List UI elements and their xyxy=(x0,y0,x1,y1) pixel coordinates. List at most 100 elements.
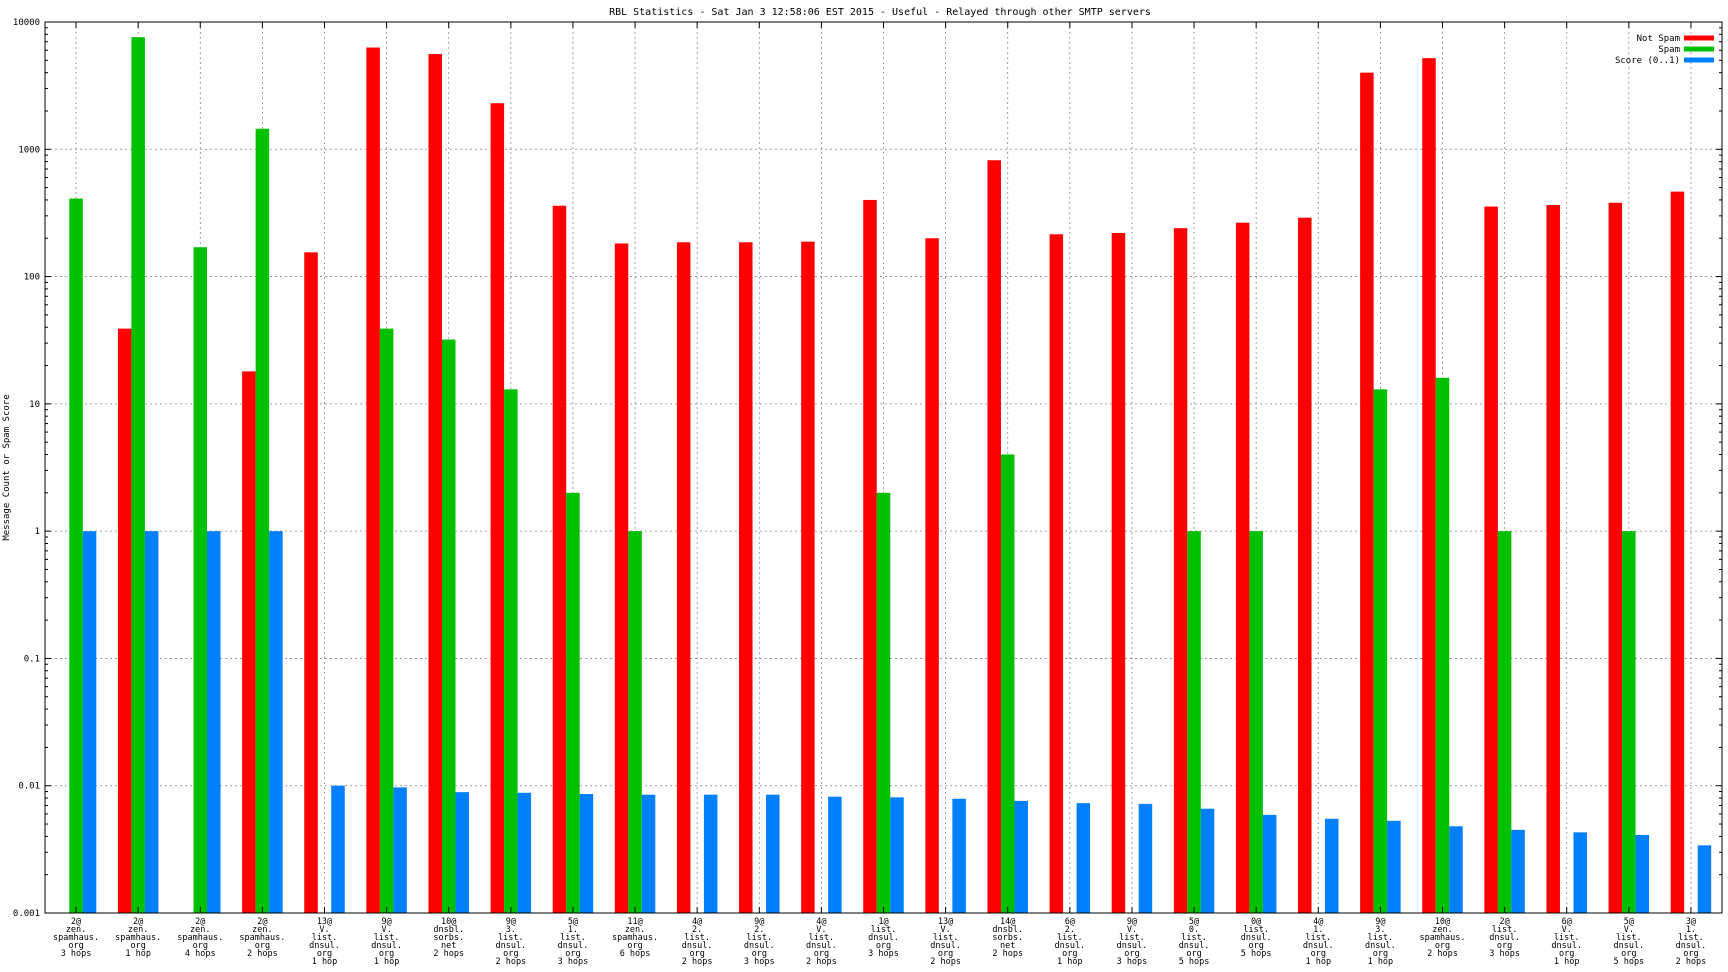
bar-score-0-1 xyxy=(579,794,594,913)
bar-score-0-1 xyxy=(1200,808,1215,913)
x-category-label-line: 1 hop xyxy=(1305,957,1331,967)
x-category-label: 4@ V. list. dnsul. org 2 hops xyxy=(806,917,837,967)
x-category-label-line: net xyxy=(1000,941,1015,951)
x-category-label-line: org xyxy=(193,941,208,951)
x-category-label-line: 5 hops xyxy=(1179,957,1210,967)
bar-spam xyxy=(1435,377,1450,913)
x-category-label-line: 3@ xyxy=(1686,917,1696,927)
bar-spam xyxy=(876,492,891,913)
bar-not-spam xyxy=(1422,58,1436,913)
x-category-label-line: 2 hops xyxy=(992,949,1023,959)
bar-not-spam xyxy=(366,47,380,914)
bar-spam xyxy=(566,492,580,913)
x-category-label-line: dnsul. xyxy=(1489,933,1520,943)
bar-spam xyxy=(131,37,145,914)
bar-spam xyxy=(504,389,518,914)
x-category-label-line: zen. xyxy=(66,925,86,935)
x-category-label-line: 3 hops xyxy=(558,957,589,967)
x-category-label-line: org xyxy=(876,941,891,951)
y-tick-label: 10 xyxy=(29,400,40,410)
x-category-label-line: 2@ xyxy=(1499,917,1509,927)
bar-not-spam xyxy=(987,160,1001,913)
x-category-label-line: 10@ xyxy=(1435,917,1450,927)
bar-not-spam xyxy=(739,242,753,913)
x-category-label-line: org xyxy=(689,949,704,959)
y-tick-label: 1000 xyxy=(18,145,40,155)
x-category-label-line: org xyxy=(1559,949,1574,959)
x-category-label-line: list. xyxy=(374,933,400,943)
x-category-label: 2@ zen. spamhaus. org 4 hops xyxy=(177,917,223,959)
x-category-label-line: list. xyxy=(1181,933,1207,943)
bar-not-spam xyxy=(1173,228,1188,913)
x-category-label-line: 6@ xyxy=(1562,917,1572,927)
x-category-label: 6@ 2. list. dnsul. org 1 hop xyxy=(1054,917,1085,967)
bar-not-spam xyxy=(490,103,505,914)
x-category-label-line: 4@ xyxy=(1313,917,1323,927)
x-category-label-line: 2 hops xyxy=(1427,949,1458,959)
x-category-label-line: 9@ xyxy=(381,917,391,927)
x-category-label-line: 3 hops xyxy=(744,957,775,967)
x-category-label-line: list. xyxy=(684,933,710,943)
x-category-label-line: 1 hop xyxy=(374,957,400,967)
x-category-label-line: org xyxy=(1124,949,1139,959)
bar-score-0-1 xyxy=(1635,835,1650,913)
x-category-label: 4@ 2. list. dnsul. org 2 hops xyxy=(682,917,713,967)
legend-swatch xyxy=(1684,57,1714,63)
bar-spam xyxy=(1000,454,1015,913)
x-category-label-line: 2 hops xyxy=(806,957,837,967)
x-category-label-line: zen. xyxy=(1432,925,1452,935)
y-tick-label: 0.001 xyxy=(13,909,40,919)
x-category-label-line: 9@ xyxy=(754,917,764,927)
bar-spam xyxy=(1497,531,1512,913)
x-category-label-line: 2@ xyxy=(71,917,81,927)
legend-label: Score (0..1) xyxy=(1615,56,1680,66)
x-category-label-line: 5@ xyxy=(1189,917,1199,927)
x-category-label-line: dnsul. xyxy=(806,941,837,951)
x-category-label: 2@ list. dnsul. org 3 hops xyxy=(1489,917,1520,959)
bar-score-0-1 xyxy=(207,531,221,913)
bar-not-spam xyxy=(552,205,567,913)
x-category-label-line: 1 hop xyxy=(125,949,151,959)
x-category-label-line: dnsul. xyxy=(682,941,713,951)
x-category-label: 13@ V. list. dnsul. org 2 hops xyxy=(930,917,961,967)
x-category-label-line: org xyxy=(938,949,953,959)
chart-title: RBL Statistics - Sat Jan 3 12:58:06 EST … xyxy=(609,7,1151,18)
bar-score-0-1 xyxy=(1697,845,1712,913)
x-category-label-line: dnsul. xyxy=(309,941,340,951)
x-category-label-line: net xyxy=(441,941,456,951)
x-category-label: 14@ dnsbl. sorbs. net 2 hops xyxy=(992,917,1023,959)
x-category-label: 9@ 3. list. dnsul. org 1 hop xyxy=(1365,917,1396,967)
bar-spam xyxy=(1187,531,1201,913)
x-category-label-line: 2. xyxy=(754,925,764,935)
x-category-label-line: dnsul. xyxy=(1117,941,1148,951)
x-category-label-line: 11@ xyxy=(627,917,642,927)
x-category-label-line: 4@ xyxy=(816,917,826,927)
x-category-label-line: V. xyxy=(940,925,950,935)
x-category-label-line: list. xyxy=(1305,933,1331,943)
x-category-label-line: list. xyxy=(1554,933,1580,943)
bar-score-0-1 xyxy=(703,794,718,913)
x-category-label-line: org xyxy=(379,949,394,959)
bar-not-spam xyxy=(801,241,815,913)
bar-score-0-1 xyxy=(82,531,97,913)
x-category-label-line: zen. xyxy=(252,925,272,935)
x-category-label-line: 14@ xyxy=(1000,917,1015,927)
bar-spam xyxy=(1373,389,1388,914)
bar-spam xyxy=(1622,531,1636,913)
x-category-label-line: spamhaus. xyxy=(53,933,99,943)
bar-score-0-1 xyxy=(269,531,283,913)
x-category-label-line: zen. xyxy=(625,925,645,935)
x-category-label-line: 4@ xyxy=(692,917,702,927)
x-category-label-line: 1 hop xyxy=(1368,957,1394,967)
bar-not-spam xyxy=(1546,204,1560,913)
x-category-label-line: dnsul. xyxy=(1613,941,1644,951)
x-category-label-line: dnsul. xyxy=(558,941,589,951)
x-category-label-line: V. xyxy=(319,925,329,935)
x-category-label-line: org xyxy=(565,949,580,959)
bar-spam xyxy=(628,531,642,913)
bar-not-spam xyxy=(1298,217,1312,913)
x-category-label-line: list. xyxy=(1616,933,1642,943)
x-category-label: 0@ list. dnsul. org 5 hops xyxy=(1241,917,1272,959)
x-category-label: 9@ V. list. dnsul. org 1 hop xyxy=(371,917,402,967)
x-category-label-line: org xyxy=(1311,949,1326,959)
